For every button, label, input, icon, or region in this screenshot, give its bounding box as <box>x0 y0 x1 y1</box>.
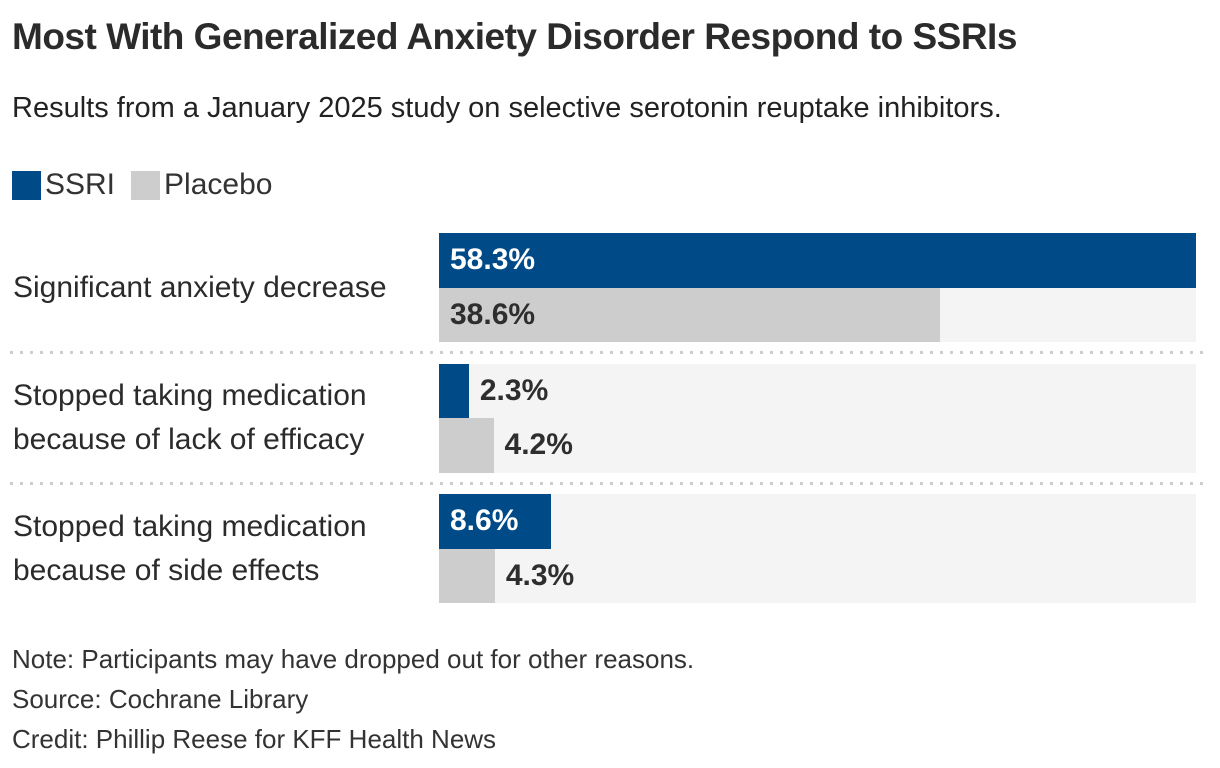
placebo-swatch-icon <box>131 170 161 200</box>
row-separator <box>10 481 1210 485</box>
chart-credit: Credit: Phillip Reese for KFF Health New… <box>12 724 497 754</box>
category-label-line: because of side effects <box>13 553 320 587</box>
bar-pair: 8.6% 4.3% <box>439 494 1196 603</box>
category-label-line: Stopped taking medication <box>13 379 367 412</box>
chart-note: Note: Participants may have dropped out … <box>12 644 695 674</box>
placebo-bar-track: 4.3% <box>439 548 1196 603</box>
ssri-bar-track: 2.3% <box>439 363 1196 418</box>
legend: SSRI Placebo <box>12 168 272 202</box>
category-label: Stopped taking medication because of lack… <box>0 364 439 473</box>
legend-label: Placebo <box>164 168 273 201</box>
ssri-bar <box>439 363 469 418</box>
chart-row: Stopped taking medication because of lack… <box>0 363 1220 473</box>
placebo-bar <box>439 418 494 473</box>
ssri-bar-track: 8.6% <box>439 494 1196 549</box>
chart-title: Most With Generalized Anxiety Disorder R… <box>12 16 1017 57</box>
category-label: Stopped taking medication because of side… <box>0 494 439 603</box>
placebo-bar-track: 38.6% <box>439 287 1196 342</box>
row-separator <box>10 351 1210 354</box>
ssri-value-label: 58.3% <box>450 243 536 277</box>
placebo-value-label: 4.3% <box>505 558 575 592</box>
chart-row: Stopped taking medication because of side… <box>0 494 1220 603</box>
category-label-line: Stopped taking medication <box>13 509 367 543</box>
chart-footer: Note: Participants may have dropped out … <box>12 646 694 766</box>
category-label: Significant anxiety decrease <box>0 233 439 342</box>
legend-label: SSRI <box>45 168 116 201</box>
ssri-swatch-icon <box>12 170 41 200</box>
placebo-value-label: 38.6% <box>450 297 536 331</box>
chart-subtitle: Results from a January 2025 study on sel… <box>12 92 1002 124</box>
chart-source: Source: Cochrane Library <box>12 684 309 714</box>
ssri-bar <box>439 233 1196 288</box>
placebo-bar <box>439 548 495 603</box>
category-label-line: Significant anxiety decrease <box>13 270 387 304</box>
category-label-line: because of lack of efficacy <box>13 423 365 456</box>
bar-pair: 58.3% 38.6% <box>439 233 1196 342</box>
placebo-bar <box>439 287 941 342</box>
placebo-value-label: 4.2% <box>504 428 573 462</box>
ssri-value-label: 8.6% <box>450 504 519 538</box>
bar-pair: 2.3% 4.2% <box>439 363 1196 473</box>
bar-chart: Significant anxiety decrease 58.3% 38.6% St… <box>0 233 1220 603</box>
legend-item-placebo: Placebo <box>131 168 272 202</box>
ssri-value-label: 2.3% <box>479 373 549 407</box>
ssri-bar-track: 58.3% <box>439 233 1196 288</box>
legend-item-ssri: SSRI <box>12 168 115 202</box>
chart-row: Significant anxiety decrease 58.3% 38.6% <box>0 233 1220 342</box>
placebo-bar-track: 4.2% <box>439 418 1196 473</box>
ssri-bar <box>439 494 551 549</box>
